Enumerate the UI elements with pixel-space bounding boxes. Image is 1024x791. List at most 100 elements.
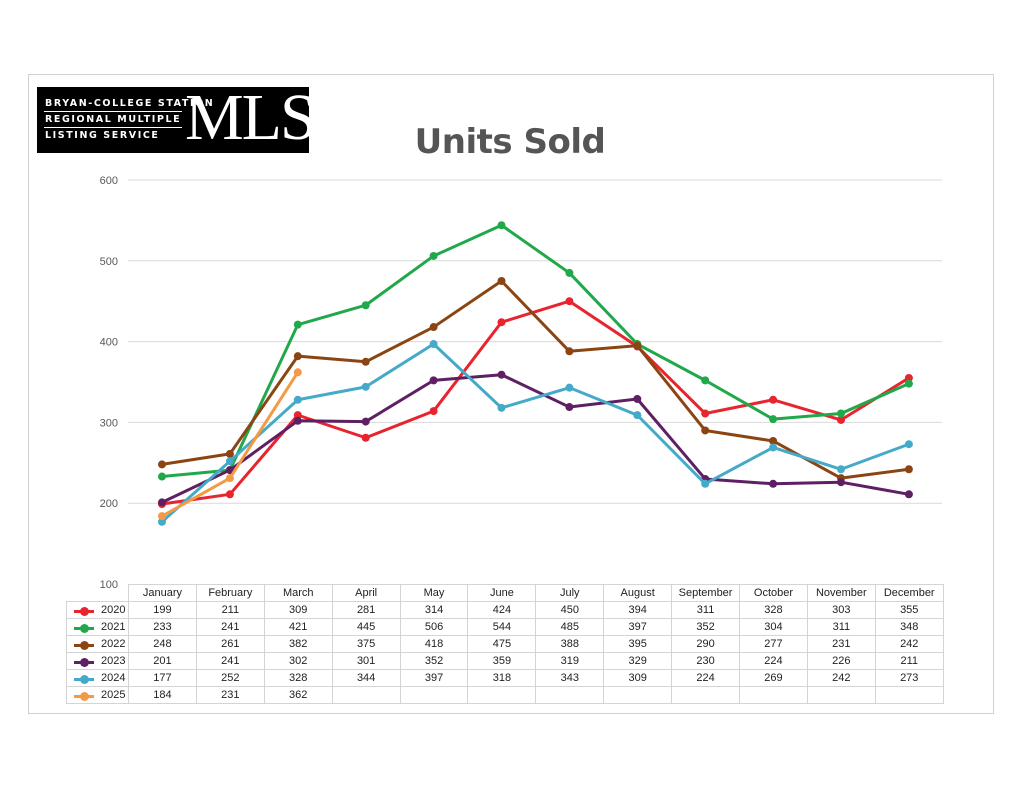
data-cell: 230 (671, 652, 741, 670)
data-point (158, 512, 166, 521)
y-tick-label: 600 (100, 175, 118, 187)
data-point (497, 221, 506, 230)
data-point (633, 394, 642, 403)
legend-marker (80, 675, 89, 684)
series-line (161, 342, 910, 523)
data-point (565, 403, 574, 412)
data-point (225, 457, 234, 466)
data-point (293, 411, 302, 420)
legend-marker (80, 658, 89, 667)
y-tick-label: 200 (100, 498, 118, 510)
data-cell: 309 (603, 669, 673, 687)
y-tick-label: 400 (100, 337, 118, 349)
legend-marker (80, 624, 89, 633)
data-point (769, 436, 778, 445)
data-point (565, 383, 574, 392)
data-cell: 375 (331, 635, 401, 653)
category-label: January (128, 584, 197, 602)
data-point (225, 474, 234, 483)
data-cell: 281 (331, 601, 401, 619)
logo-rule (44, 127, 182, 128)
data-cell: 303 (806, 601, 876, 619)
data-point (565, 347, 574, 356)
data-point (361, 417, 370, 426)
data-cell: 355 (874, 601, 944, 619)
data-cell (399, 686, 469, 704)
series-line (161, 223, 910, 479)
data-cell: 304 (739, 618, 808, 636)
legend-label: 2023 (101, 655, 126, 667)
data-point (429, 340, 438, 349)
category-label: August (603, 584, 673, 602)
data-point (904, 465, 913, 474)
data-cell: 277 (739, 635, 808, 653)
data-cell (331, 686, 401, 704)
legend-marker (80, 607, 89, 616)
category-label: September (671, 584, 741, 602)
data-point (429, 323, 438, 332)
table-row: 2022 248 261 382 375 418 475 388 395 290 277 231 242 (66, 635, 944, 653)
series-2023 (158, 370, 913, 507)
table-corner (66, 584, 129, 602)
series-line (161, 299, 910, 506)
category-label: March (263, 584, 333, 602)
legend-marker (80, 692, 89, 701)
category-label: July (535, 584, 605, 602)
legend-entry: 2021 (66, 618, 129, 636)
series-2022 (158, 277, 913, 483)
table-row: 2024 177 252 328 344 397 318 343 309 224 269 242 273 (66, 669, 944, 687)
data-cell: 424 (467, 601, 537, 619)
data-point (361, 433, 370, 442)
data-cell: 184 (128, 686, 197, 704)
y-tick-label: 300 (100, 417, 118, 429)
data-cell (467, 686, 537, 704)
legend-entry: 2022 (66, 635, 129, 653)
data-point (769, 443, 778, 452)
data-cell: 226 (806, 652, 876, 670)
data-cell: 544 (467, 618, 537, 636)
logo-mark: MLS (185, 81, 317, 154)
data-point (701, 426, 710, 435)
data-cell: 418 (399, 635, 469, 653)
series-2025 (158, 368, 302, 521)
data-cell: 201 (128, 652, 197, 670)
category-label: November (806, 584, 876, 602)
data-point (565, 268, 574, 277)
data-cell: 328 (263, 669, 333, 687)
data-point (904, 373, 913, 382)
legend-label: 2022 (101, 638, 126, 650)
data-cell: 211 (874, 652, 944, 670)
data-point (293, 320, 302, 329)
data-point (158, 498, 166, 507)
data-point (497, 318, 506, 327)
y-tick-label: 500 (100, 256, 118, 268)
data-cell: 301 (331, 652, 401, 670)
table-row: 2020 199 211 309 281 314 424 450 394 311 328 303 355 (66, 601, 944, 619)
data-cell: 397 (399, 669, 469, 687)
data-point (225, 449, 234, 458)
data-cell: 302 (263, 652, 333, 670)
data-point (497, 370, 506, 379)
data-cell (806, 686, 876, 704)
data-cell: 248 (128, 635, 197, 653)
data-cell: 318 (467, 669, 537, 687)
data-cell: 475 (467, 635, 537, 653)
data-point (497, 403, 506, 412)
data-cell: 242 (806, 669, 876, 687)
data-point (769, 395, 778, 404)
data-cell: 397 (603, 618, 673, 636)
data-point (429, 376, 438, 385)
data-cell: 177 (128, 669, 197, 687)
legend-entry: 2020 (66, 601, 129, 619)
category-label: February (195, 584, 265, 602)
legend-label: 2024 (101, 672, 126, 684)
data-point (293, 352, 302, 361)
data-cell: 231 (806, 635, 876, 653)
data-point (837, 415, 845, 424)
data-cell: 311 (671, 601, 741, 619)
data-cell (874, 686, 944, 704)
data-point (701, 376, 710, 385)
series-2024 (158, 340, 913, 526)
data-point (837, 478, 845, 487)
